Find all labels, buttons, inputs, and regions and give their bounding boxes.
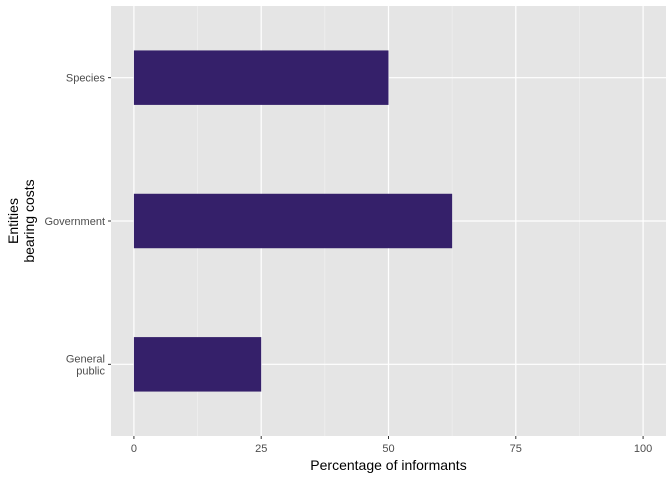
x-tick-label: 100 xyxy=(634,443,652,455)
y-axis-title: Entitiesbearing costs xyxy=(5,179,37,262)
x-tick-label: 0 xyxy=(131,443,137,455)
x-axis-title: Percentage of informants xyxy=(310,457,466,473)
y-tick-label: Government xyxy=(44,216,105,228)
bar xyxy=(133,337,262,392)
bar xyxy=(133,193,453,249)
bar xyxy=(133,50,389,105)
x-tick-label: 25 xyxy=(255,443,267,455)
y-tick-label: General public xyxy=(66,353,106,377)
y-tick-label: Species xyxy=(66,73,106,85)
x-tick-label: 75 xyxy=(510,443,522,455)
x-tick-label: 50 xyxy=(382,443,394,455)
